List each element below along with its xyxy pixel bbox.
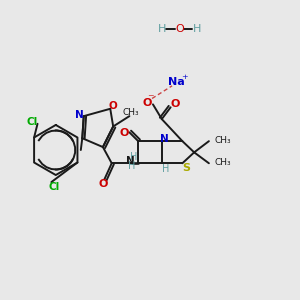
Text: CH₃: CH₃ — [122, 108, 139, 117]
Text: O: O — [98, 179, 108, 189]
Text: O: O — [170, 99, 179, 110]
Text: Cl: Cl — [27, 117, 38, 127]
Text: S: S — [182, 163, 190, 173]
Text: O: O — [108, 101, 117, 111]
Text: H: H — [128, 161, 135, 171]
Text: ⁻: ⁻ — [147, 93, 154, 106]
Text: O: O — [143, 98, 152, 108]
Text: Na: Na — [168, 77, 185, 87]
Text: N: N — [127, 156, 135, 166]
Text: O: O — [119, 128, 129, 138]
Text: CH₃: CH₃ — [215, 136, 231, 145]
Text: ⁺: ⁺ — [182, 74, 188, 86]
Text: H: H — [193, 24, 201, 34]
Text: O: O — [175, 24, 184, 34]
Text: CH₃: CH₃ — [215, 158, 231, 167]
Text: N: N — [160, 134, 169, 144]
Text: H: H — [130, 152, 137, 162]
Text: Cl: Cl — [49, 182, 60, 192]
Text: N: N — [75, 110, 83, 120]
Text: H: H — [158, 24, 166, 34]
Text: H: H — [162, 164, 169, 173]
